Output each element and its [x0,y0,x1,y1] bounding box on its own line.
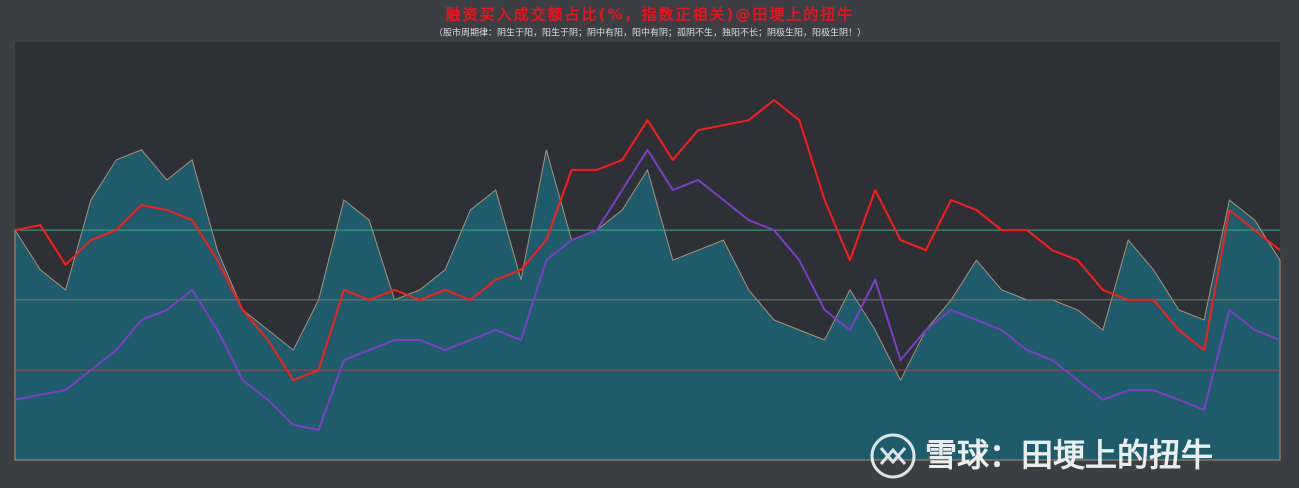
series-line [14,99,1281,382]
plot [14,99,1281,461]
watermark: 雪球：田埂上的扭牛 [925,436,1213,474]
series-line [14,148,1281,431]
area [14,149,1281,461]
chart-subtitle: （股市周期律：阴生于阳，阳生于阴；阴中有阳，阳中有阴；孤阴不生，独阳不长；阴极生… [434,27,866,39]
chart-title: 融资买入成交额占比(%，指数正相关)@田埂上的扭牛 [446,6,855,24]
watermark-logo [870,433,916,479]
